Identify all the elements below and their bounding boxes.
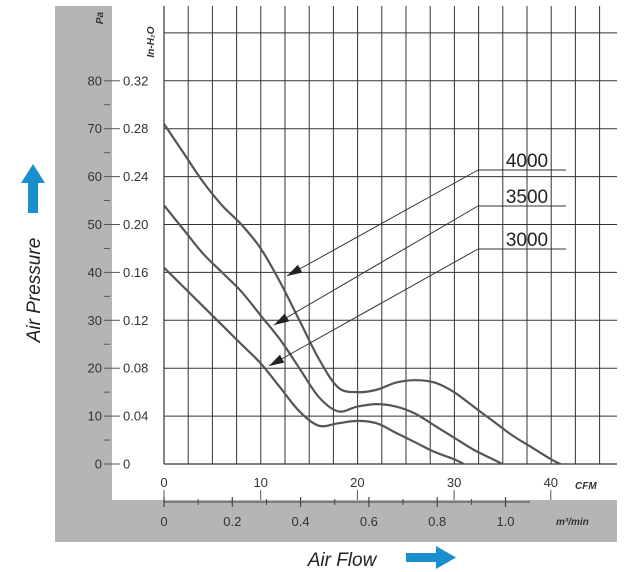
series-curves [163, 123, 561, 465]
leader-arrowhead [287, 264, 303, 276]
x-tick-label-m3min: 0 [160, 514, 167, 529]
x-axis-ticks: 0 10 20 30 40 0 0.2 0.4 0.6 0.8 1.0 [160, 475, 558, 529]
y-primary-unit: Pa [95, 11, 106, 24]
x-tick-label-cfm: 40 [544, 475, 558, 490]
y-tick-label-inh2o: 0.04 [123, 409, 148, 424]
frame-left-band [55, 6, 115, 542]
y-tick-label-inh2o: 0.28 [123, 121, 148, 136]
x-tick-label-m3min: 0.2 [223, 514, 241, 529]
series-curve-3000 [163, 266, 465, 465]
x-tick-label-cfm: 20 [350, 475, 364, 490]
y-tick-label-inh2o: 0.08 [123, 361, 148, 376]
frame-bottom-band [55, 500, 617, 542]
y-tick-label-pa: 40 [88, 265, 102, 280]
series-curve-4000 [163, 123, 561, 465]
x-tick-label-m3min: 1.0 [496, 514, 514, 529]
y-tick-label-inh2o: 0.32 [123, 73, 148, 88]
y-tick-label-inh2o: 0.24 [123, 169, 148, 184]
y-tick-label-inh2o: 0 [123, 457, 130, 472]
leader-line [268, 248, 479, 367]
x-tick-label-m3min: 0.6 [360, 514, 378, 529]
arrow-up-icon [21, 164, 45, 213]
x-tick-label-cfm: 0 [160, 475, 167, 490]
y-axis-ticks: 0 10 20 30 40 50 60 70 80 0 0.04 0.08 0.12 0.16 0.20 0.… [88, 73, 149, 471]
y-tick-label-pa: 80 [88, 73, 102, 88]
leader-line [273, 205, 479, 326]
x-tick-label-cfm: 10 [253, 475, 267, 490]
x-tick-label-m3min: 0.4 [292, 514, 310, 529]
arrow-right-icon [406, 546, 456, 569]
y-tick-label-pa: 60 [88, 169, 102, 184]
y-tick-label-inh2o: 0.20 [123, 217, 148, 232]
plot-grid [163, 6, 617, 465]
y-axis-title: Air Pressure [24, 238, 45, 344]
x-axis-strip [112, 464, 617, 500]
leader-line [286, 169, 479, 277]
series-label-3500: 3500 [506, 187, 548, 208]
y-axis-strip [112, 6, 164, 500]
y-tick-label-inh2o: 0.16 [123, 265, 148, 280]
x-tick-label-cfm: 30 [447, 475, 461, 490]
series-label-3000: 3000 [506, 230, 548, 251]
leader-arrowhead [274, 313, 290, 325]
y-tick-label-inh2o: 0.12 [123, 313, 148, 328]
y-tick-label-pa: 10 [88, 409, 102, 424]
leader-arrowhead [269, 354, 285, 366]
y-tick-label-pa: 20 [88, 361, 102, 376]
x-secondary-unit: m³/min [556, 517, 589, 528]
x-tick-label-m3min: 0.8 [428, 514, 446, 529]
y-tick-label-pa: 30 [88, 313, 102, 328]
y-tick-label-pa: 50 [88, 217, 102, 232]
series-labels: 4000 3500 3000 [268, 151, 566, 367]
y-secondary-unit: In-H₂O [146, 26, 157, 57]
y-tick-label-pa: 70 [88, 121, 102, 136]
y-tick-label-pa: 0 [95, 457, 102, 472]
series-curve-3500 [163, 204, 503, 465]
x-primary-unit: CFM [575, 481, 597, 492]
x-axis-title: Air Flow [307, 550, 378, 571]
series-label-4000: 4000 [506, 151, 548, 172]
